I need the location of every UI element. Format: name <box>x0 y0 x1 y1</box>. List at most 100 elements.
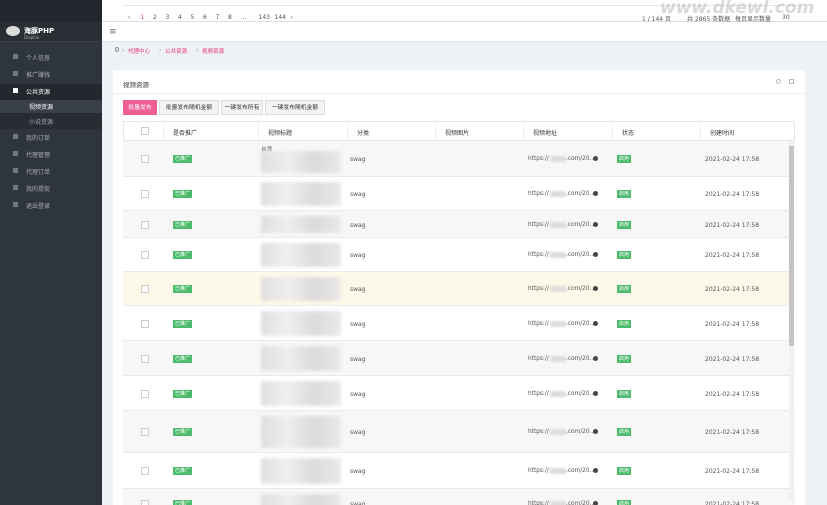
menu-item[interactable]: 代理订单 <box>26 169 51 176</box>
url-start[interactable]: https:// <box>528 390 549 397</box>
url-help[interactable] <box>593 320 598 326</box>
url-help[interactable] <box>593 501 598 505</box>
url-help[interactable] <box>593 191 598 196</box>
url-end[interactable]: .com/20... <box>566 286 596 292</box>
status-badge[interactable]: 启用 <box>617 220 632 229</box>
menu-item[interactable]: 推广赚钱 <box>26 72 51 79</box>
url-start[interactable]: https:// <box>528 429 549 435</box>
url-help[interactable] <box>593 390 598 396</box>
page-link[interactable]: 3 <box>165 14 170 21</box>
menu-item[interactable]: 我的提现 <box>26 186 51 193</box>
page-link[interactable]: › <box>290 14 293 21</box>
url-end[interactable]: .com/20... <box>566 191 596 197</box>
row-checkbox[interactable] <box>141 467 149 475</box>
url-help[interactable] <box>593 252 598 257</box>
url-help[interactable] <box>593 156 598 161</box>
url-end[interactable]: .com/20... <box>566 429 596 435</box>
url-help[interactable] <box>593 355 598 361</box>
url-blur <box>550 355 566 362</box>
row-checkbox[interactable] <box>141 500 149 505</box>
menu-icon <box>13 185 18 190</box>
page-link[interactable]: ‹ <box>128 14 131 21</box>
page-link[interactable]: ... <box>240 14 247 21</box>
status-badge[interactable]: 启用 <box>617 354 632 363</box>
page-link[interactable]: 2 <box>153 14 157 21</box>
status-badge[interactable]: 启用 <box>617 190 632 198</box>
page-link[interactable]: 5 <box>190 14 195 21</box>
status-badge[interactable]: 启用 <box>617 285 632 293</box>
action-button[interactable]: 一键发布所有 <box>221 100 263 115</box>
url-end[interactable]: .com/20... <box>566 468 596 474</box>
page-link[interactable]: 143 <box>258 14 270 21</box>
scroll-thumb[interactable] <box>789 146 794 346</box>
url-end[interactable]: .com/20... <box>566 320 596 327</box>
status-badge[interactable]: 启用 <box>617 389 632 398</box>
menu-item[interactable]: 退出登录 <box>26 203 51 210</box>
category: swag <box>350 355 366 363</box>
url-end[interactable]: .com/20... <box>566 355 596 362</box>
status-badge[interactable]: 启用 <box>617 467 632 475</box>
menu-item[interactable]: 视频资源 <box>29 104 54 111</box>
menu-item[interactable]: 代理管理 <box>26 152 51 159</box>
menu-item[interactable]: 个人信息 <box>26 55 51 62</box>
url-start[interactable]: https:// <box>528 221 549 228</box>
url-blur <box>550 468 566 474</box>
url-help[interactable] <box>593 468 598 473</box>
status-badge[interactable]: 启用 <box>617 500 632 505</box>
title-blur <box>261 346 341 371</box>
url-help[interactable] <box>593 286 598 291</box>
page-link[interactable]: 6 <box>203 14 207 21</box>
action-button[interactable]: 一键发布随机金额 <box>265 100 325 115</box>
created-time: 2021-02-24 17:58 <box>705 320 760 328</box>
menu-item[interactable]: 我的订单 <box>26 135 51 142</box>
menu-item[interactable]: 小说资源 <box>29 119 54 126</box>
url-start[interactable]: https:// <box>528 355 549 362</box>
url-start[interactable]: https:// <box>528 156 549 162</box>
menu-item[interactable]: 公共资源 <box>26 89 51 96</box>
header-checkbox[interactable] <box>141 127 149 135</box>
row-checkbox[interactable] <box>141 319 149 328</box>
page-link[interactable]: 4 <box>178 14 182 21</box>
menu-toggle[interactable]: ≡ <box>109 27 117 37</box>
page-link[interactable]: 8 <box>228 14 232 21</box>
url-end[interactable]: .com/20... <box>566 252 596 258</box>
page-link[interactable]: 144 <box>274 14 286 21</box>
row-checkbox[interactable] <box>141 389 149 398</box>
per-page[interactable]: 30 <box>782 14 790 21</box>
url-end[interactable]: .com/20... <box>566 156 596 162</box>
table-row <box>123 489 795 505</box>
title-blur <box>261 243 341 267</box>
url-start[interactable]: https:// <box>528 286 549 292</box>
url-end[interactable]: .com/20... <box>566 221 596 228</box>
url-start[interactable]: https:// <box>528 468 549 474</box>
url-help[interactable] <box>593 429 598 434</box>
row-checkbox[interactable] <box>141 155 149 163</box>
column-header: 状态 <box>622 130 635 137</box>
row-checkbox[interactable] <box>141 251 149 259</box>
header <box>102 22 827 42</box>
url-start[interactable]: https:// <box>528 501 549 505</box>
row-checkbox[interactable] <box>141 354 149 363</box>
row-checkbox[interactable] <box>141 428 149 436</box>
panel-tool[interactable] <box>789 79 794 84</box>
breadcrumb-item[interactable]: 代理中心 <box>128 49 151 55</box>
url-start[interactable]: https:// <box>528 320 549 327</box>
url-start[interactable]: https:// <box>528 191 549 197</box>
status-badge[interactable]: 启用 <box>617 251 632 259</box>
url-help[interactable] <box>593 221 598 227</box>
status-badge[interactable]: 启用 <box>617 155 632 163</box>
page-link[interactable]: 1 <box>140 14 145 21</box>
page-link[interactable]: 7 <box>215 14 220 21</box>
action-button[interactable]: 批量发布随机金额 <box>159 100 219 115</box>
url-start[interactable]: https:// <box>528 252 549 258</box>
panel-tool[interactable] <box>776 79 781 84</box>
row-checkbox[interactable] <box>141 220 149 229</box>
status-badge[interactable]: 启用 <box>617 428 632 436</box>
action-button[interactable]: 批量发布 <box>123 100 157 115</box>
row-checkbox[interactable] <box>141 190 149 198</box>
url-end[interactable]: .com/20... <box>566 501 596 505</box>
url-end[interactable]: .com/20... <box>566 390 596 397</box>
breadcrumb-item[interactable]: 公共资源 <box>165 49 188 55</box>
status-badge[interactable]: 启用 <box>617 319 632 328</box>
row-checkbox[interactable] <box>141 285 149 293</box>
